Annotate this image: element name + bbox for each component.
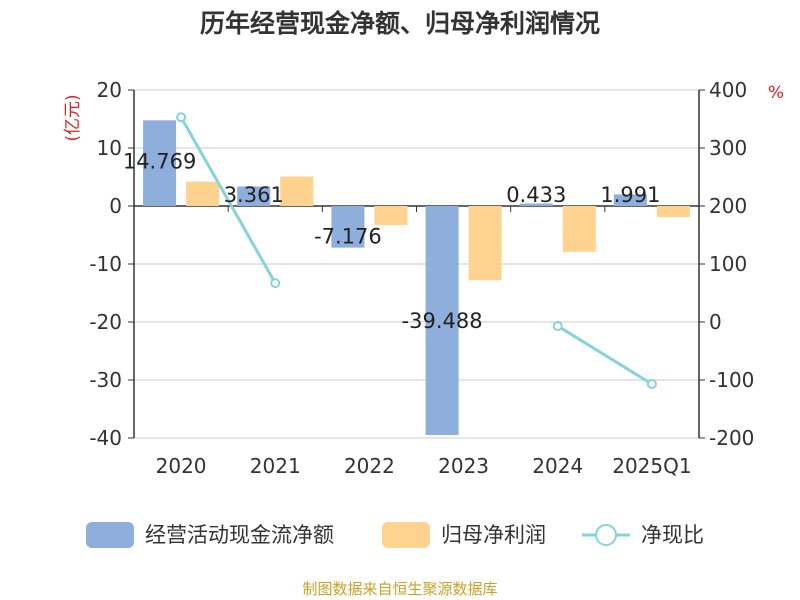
right-axis-unit: % <box>768 83 784 103</box>
left-axis-unit: (亿元) <box>63 94 83 141</box>
x-tick-label: 2021 <box>250 454 301 478</box>
bar-operating-cashflow <box>613 194 647 206</box>
source-note: 制图数据来自恒生聚源数据库 <box>302 580 497 598</box>
left-tick-label: 10 <box>97 136 122 160</box>
data-labels: 14.769 3.361 -7.176 -39.488 0.433 1.991 <box>123 149 661 333</box>
legend-label-line: 净现比 <box>641 523 704 547</box>
ratio-line <box>176 112 657 390</box>
x-tick-label: 2023 <box>438 454 489 478</box>
legend[interactable]: 经营活动现金流净额 归母净利润 净现比 <box>86 522 704 548</box>
ratio-point <box>270 278 281 289</box>
right-tick-label: 200 <box>709 194 747 218</box>
bar-net-profit <box>468 206 502 281</box>
legend-swatch-line-marker <box>595 524 617 546</box>
x-tick-label: 2022 <box>344 454 395 478</box>
bar-net-profit <box>562 206 596 252</box>
left-tick-label: -30 <box>89 368 122 392</box>
left-tick-label: -20 <box>89 310 122 334</box>
ratio-line-segment <box>556 324 653 386</box>
data-label: 1.991 <box>600 183 660 207</box>
ratio-line-segment <box>179 116 277 284</box>
ratio-point <box>552 321 563 332</box>
legend-label-bar1: 经营活动现金流净额 <box>145 523 334 547</box>
data-label: 14.769 <box>123 149 196 173</box>
right-tick-label: -100 <box>709 368 754 392</box>
data-label: 3.361 <box>224 183 284 207</box>
x-tick-label: 2020 <box>156 454 207 478</box>
data-label: -7.176 <box>314 225 382 249</box>
right-tick-label: -200 <box>709 426 754 450</box>
bar-net-profit <box>186 181 220 206</box>
bar-operating-cashflow <box>519 203 553 206</box>
bars <box>143 120 690 436</box>
bar-operating-cashflow <box>143 120 177 206</box>
chart-title: 历年经营现金净额、归母净利润情况 <box>200 9 600 38</box>
right-tick-label: 300 <box>709 136 747 160</box>
data-label: -39.488 <box>402 309 483 333</box>
bar-net-profit <box>280 176 314 206</box>
bar-net-profit <box>656 206 690 218</box>
ratio-point <box>176 112 187 123</box>
right-tick-label: 400 <box>709 78 747 102</box>
bar-operating-cashflow <box>331 206 365 248</box>
x-tick-labels: 2020 2021 2022 2023 2024 2025Q1 <box>156 454 692 478</box>
left-tick-label: 20 <box>97 78 122 102</box>
bar-operating-cashflow <box>237 186 271 206</box>
legend-swatch-bar1 <box>86 522 134 548</box>
left-tick-label: -10 <box>89 252 122 276</box>
right-tick-label: 100 <box>709 252 747 276</box>
left-tick-label: -40 <box>89 426 122 450</box>
ratio-point <box>646 379 657 390</box>
bar-operating-cashflow <box>425 206 459 436</box>
data-label: 0.433 <box>506 183 566 207</box>
legend-swatch-bar2 <box>382 522 430 548</box>
x-tick-label: 2024 <box>532 454 583 478</box>
x-tick-label: 2025Q1 <box>612 454 691 478</box>
left-tick-label: 0 <box>109 194 122 218</box>
bar-net-profit <box>374 206 408 226</box>
legend-label-bar2: 归母净利润 <box>441 523 546 547</box>
grid-lines <box>134 89 699 439</box>
right-tick-label: 0 <box>709 310 722 334</box>
